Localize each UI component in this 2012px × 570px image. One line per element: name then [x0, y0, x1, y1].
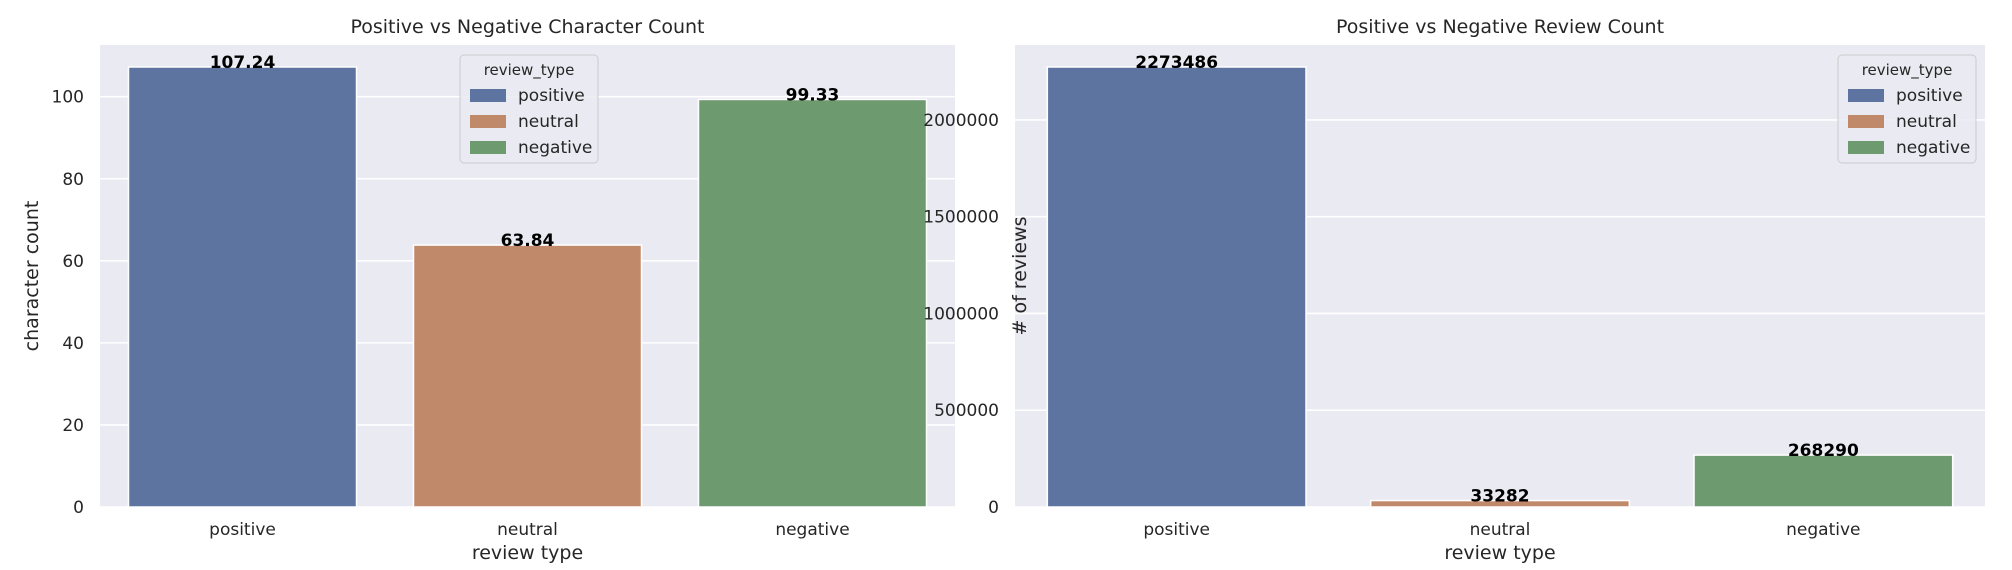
legend-swatch-negative: [1848, 141, 1884, 154]
x-tick-label: neutral: [1470, 520, 1531, 540]
y-axis-label: # of reviews: [1009, 216, 1031, 335]
y-tick-label: 1500000: [923, 208, 999, 228]
y-tick-label: 1000000: [923, 304, 999, 324]
data-label: 99.33: [786, 85, 840, 105]
y-tick-label: 0: [73, 498, 84, 518]
legend-label-neutral: neutral: [518, 112, 579, 132]
legend-box: [459, 54, 599, 164]
bar-positive: [1046, 66, 1307, 508]
x-tick-label: positive: [1143, 520, 1210, 540]
bar-neutral: [1369, 499, 1631, 508]
legend: review_type positive neutral negative: [459, 54, 599, 164]
data-label: 63.84: [501, 231, 555, 251]
y-tick-label: 20: [62, 416, 84, 436]
legend-label-neutral: neutral: [1896, 112, 1957, 132]
data-label: 33282: [1470, 487, 1529, 507]
bar-negative: [697, 98, 928, 508]
legend-title: review_type: [1862, 61, 1953, 80]
legend-label-positive: positive: [518, 86, 585, 106]
data-label: 2273486: [1135, 53, 1218, 73]
bar-positive: [127, 66, 358, 508]
y-tick-label: 80: [62, 170, 84, 190]
y-tick-label: 2000000: [923, 111, 999, 131]
legend-label-negative: negative: [1896, 138, 1970, 158]
legend-swatch-neutral: [1848, 115, 1884, 128]
legend-swatch-positive: [1848, 89, 1884, 102]
x-tick-label: negative: [1786, 520, 1860, 540]
y-axis-label: character count: [21, 201, 43, 352]
y-tick-label: 100: [52, 88, 84, 108]
chart-title: Positive vs Negative Review Count: [1336, 16, 1664, 38]
y-tick-label: 60: [62, 252, 84, 272]
legend-swatch-positive: [470, 89, 506, 102]
x-tick-label: positive: [209, 520, 276, 540]
data-label: 268290: [1788, 441, 1859, 461]
legend-swatch-neutral: [470, 115, 506, 128]
data-label: 107.24: [210, 53, 276, 73]
bar-negative: [1693, 454, 1954, 508]
legend: review_type positive neutral negative: [1837, 54, 1977, 164]
y-tick-label: 500000: [934, 401, 999, 421]
x-axis-label: review type: [472, 542, 583, 564]
legend-label-positive: positive: [1896, 86, 1963, 106]
y-tick-label: 40: [62, 334, 84, 354]
legend-swatch-negative: [470, 141, 506, 154]
x-axis-label: review type: [1444, 542, 1555, 564]
x-tick-label: neutral: [497, 520, 558, 540]
legend-box: [1837, 54, 1977, 164]
chart-panel-2: 0 500000 1000000 1500000 2000000 2273486 posit…: [923, 16, 1985, 564]
x-tick-label: negative: [775, 520, 849, 540]
chart-title: Positive vs Negative Character Count: [350, 16, 704, 38]
legend-title: review_type: [484, 61, 575, 80]
legend-label-negative: negative: [518, 138, 592, 158]
bar-neutral: [412, 244, 643, 508]
y-tick-label: 0: [988, 498, 999, 518]
chart-panel-1: 0 20 40 60 80 100 107.24 positive 63.84 neutral 99…: [21, 16, 955, 564]
